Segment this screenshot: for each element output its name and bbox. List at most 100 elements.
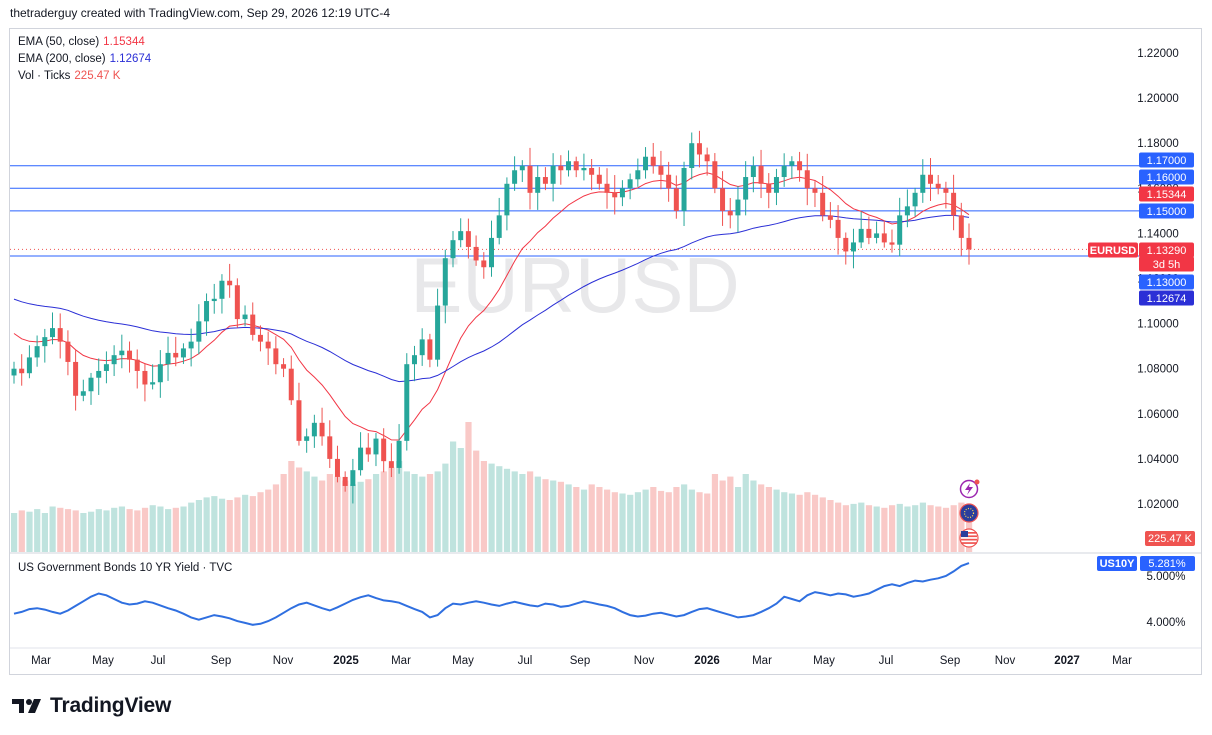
candle[interactable] — [696, 130, 702, 168]
candle[interactable] — [281, 358, 287, 378]
candle[interactable] — [812, 181, 818, 208]
candle[interactable] — [373, 432, 379, 467]
candle[interactable] — [650, 142, 656, 174]
candle[interactable] — [735, 186, 741, 233]
candle[interactable] — [712, 153, 718, 194]
price-tag-last[interactable]: 1.13290 — [1139, 242, 1194, 258]
candle[interactable] — [296, 382, 302, 446]
candle[interactable] — [150, 364, 156, 390]
candle[interactable] — [88, 372, 94, 405]
legend-ema200[interactable]: EMA (200, close) 1.12674 — [18, 53, 151, 65]
candle[interactable] — [504, 177, 510, 231]
price-tag-line[interactable]: 1.17000 — [1139, 152, 1194, 168]
candle[interactable] — [65, 330, 71, 376]
us10y-line[interactable] — [13, 562, 970, 626]
candle[interactable] — [96, 358, 102, 395]
candle[interactable] — [227, 263, 233, 298]
legend-ema50[interactable]: EMA (50, close) 1.15344 — [18, 36, 145, 48]
candle[interactable] — [889, 229, 895, 253]
candle[interactable] — [350, 458, 356, 504]
candle[interactable] — [881, 220, 887, 248]
candle[interactable] — [127, 341, 133, 373]
candle[interactable] — [512, 156, 518, 191]
candle[interactable] — [496, 197, 502, 245]
candle[interactable] — [234, 278, 240, 328]
ema50-line[interactable] — [13, 172, 970, 441]
candle[interactable] — [342, 471, 348, 492]
candle[interactable] — [57, 313, 63, 359]
candle[interactable] — [265, 331, 271, 365]
candle[interactable] — [804, 153, 810, 206]
candle[interactable] — [643, 147, 649, 179]
candle[interactable] — [304, 428, 310, 453]
price-tag-countdown[interactable]: 3d 5h — [1139, 256, 1194, 272]
candle[interactable] — [134, 349, 140, 389]
candle[interactable] — [211, 283, 217, 314]
candle[interactable] — [103, 351, 109, 384]
candle[interactable] — [904, 189, 910, 228]
candle[interactable] — [720, 171, 726, 226]
candle[interactable] — [442, 249, 448, 324]
candle[interactable] — [758, 149, 764, 199]
candle[interactable] — [689, 132, 695, 180]
candle[interactable] — [596, 167, 602, 190]
candle[interactable] — [619, 180, 625, 207]
candle[interactable] — [681, 161, 687, 227]
price-tag-line[interactable]: 1.13000 — [1139, 274, 1194, 290]
legend-volume[interactable]: Vol · Ticks 225.47 K — [18, 70, 120, 82]
candle[interactable] — [142, 363, 148, 402]
candle[interactable] — [850, 228, 856, 269]
candle[interactable] — [743, 161, 749, 216]
candle[interactable] — [419, 328, 425, 366]
candle[interactable] — [573, 156, 579, 178]
candle[interactable] — [827, 202, 833, 229]
candle[interactable] — [912, 187, 918, 217]
price-tag-line[interactable]: 1.16000 — [1139, 169, 1194, 185]
candle[interactable] — [797, 151, 803, 182]
candle[interactable] — [481, 252, 487, 279]
candle[interactable] — [250, 302, 256, 341]
candle[interactable] — [750, 156, 756, 193]
candle[interactable] — [388, 443, 394, 478]
candle[interactable] — [535, 165, 541, 210]
candle[interactable] — [435, 288, 441, 367]
candle[interactable] — [42, 328, 48, 363]
candle[interactable] — [927, 158, 933, 202]
price-tag-ema200[interactable]: 1.12674 — [1139, 290, 1194, 306]
candle[interactable] — [80, 379, 86, 402]
candle[interactable] — [26, 345, 32, 379]
candle[interactable] — [157, 350, 163, 398]
candle[interactable] — [820, 175, 826, 222]
ema200-line[interactable] — [13, 214, 970, 383]
candle[interactable] — [527, 147, 533, 210]
candle[interactable] — [173, 336, 179, 367]
candle[interactable] — [311, 414, 317, 448]
candle[interactable] — [658, 150, 664, 190]
tradingview-brand[interactable]: TradingView — [12, 694, 171, 718]
candle[interactable] — [111, 345, 117, 377]
candle[interactable] — [257, 325, 263, 352]
price-tag-ema50[interactable]: 1.15344 — [1139, 186, 1194, 202]
candle[interactable] — [288, 355, 294, 405]
candle[interactable] — [165, 336, 171, 381]
us-flag-event-icon[interactable] — [959, 528, 979, 548]
candle[interactable] — [73, 350, 79, 411]
candle[interactable] — [365, 433, 371, 462]
candle[interactable] — [427, 333, 433, 368]
candle[interactable] — [666, 161, 672, 202]
candle[interactable] — [958, 202, 964, 256]
candle[interactable] — [489, 220, 494, 277]
candle[interactable] — [242, 305, 248, 327]
candle[interactable] — [219, 274, 225, 314]
candle[interactable] — [542, 167, 548, 191]
volume-tag[interactable]: 225.47 K — [1145, 531, 1195, 546]
candle[interactable] — [396, 424, 402, 474]
candle[interactable] — [604, 168, 610, 209]
candle[interactable] — [789, 156, 795, 179]
candle[interactable] — [627, 173, 633, 200]
candle[interactable] — [866, 216, 872, 245]
candle[interactable] — [450, 231, 456, 268]
us10y-tag[interactable]: US10Y 5.281% — [1097, 556, 1195, 571]
candle[interactable] — [612, 175, 618, 215]
candle[interactable] — [19, 354, 25, 386]
